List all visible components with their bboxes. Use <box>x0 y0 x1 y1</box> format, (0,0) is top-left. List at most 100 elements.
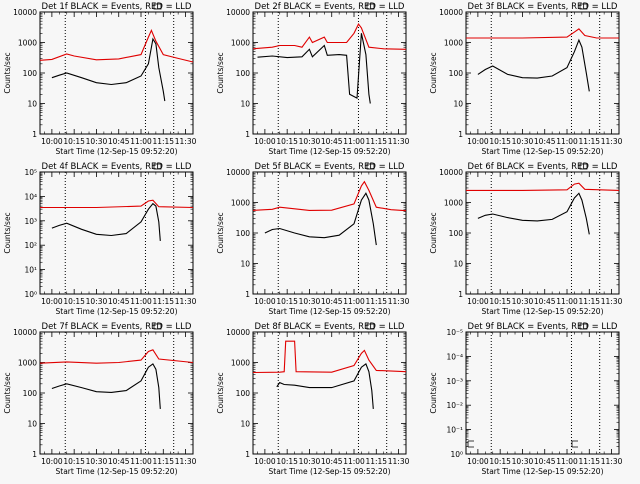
y-tick-label: 1000 <box>231 359 250 368</box>
y-tick-label: 10 <box>27 420 37 429</box>
x-tick-label: 11:15 <box>365 137 387 146</box>
panel-det-1: Det 1f BLACK = Events, RED = LLD Counts/s… <box>3 2 197 156</box>
y-tick-label: 1000 <box>231 199 250 208</box>
plot-frame <box>252 331 407 455</box>
y-tick-label: 100 <box>449 229 464 238</box>
y-tick-label: 10 <box>240 100 250 109</box>
y-tick-label: 100 <box>236 389 251 398</box>
y-tick-label: 10 <box>27 100 37 109</box>
y-tick-label: 100 <box>23 69 38 78</box>
y-tick-label: 10 <box>240 420 250 429</box>
empty-data-marker <box>467 440 474 448</box>
series-line-events <box>477 192 590 235</box>
x-tick-label: 10:15 <box>63 457 85 466</box>
y-axis-label: Counts/sec <box>216 212 225 253</box>
x-tick-label: 10:00 <box>254 457 276 466</box>
empty-data-marker <box>571 440 578 448</box>
y-tick-label: 1 <box>458 290 463 299</box>
plot-frame <box>39 171 194 295</box>
x-tick-label: 11:00 <box>130 137 152 146</box>
x-axis-label: Start Time (12-Sep-15 09:52:20) <box>56 307 178 316</box>
panel-det-9: Det 9f BLACK = Events, RED = LLD Counts/s… <box>429 322 623 476</box>
legend-marker <box>153 323 162 330</box>
x-tick-label: 10:15 <box>489 297 511 306</box>
x-tick-label: 10:15 <box>276 457 298 466</box>
panel-det-6: Det 6f BLACK = Events, RED = LLD Counts/s… <box>429 162 623 316</box>
y-axis-label: Counts/sec <box>3 212 12 253</box>
y-tick-label: 10000 <box>226 168 250 177</box>
series-line-lld <box>252 180 407 212</box>
y-tick-label: 10000 <box>226 328 250 337</box>
x-tick-label: 11:30 <box>601 297 623 306</box>
y-tick-label: 100 <box>236 69 251 78</box>
x-tick-label: 10:30 <box>512 137 534 146</box>
x-axis-label: Start Time (12-Sep-15 09:52:20) <box>269 147 391 156</box>
x-tick-label: 10:30 <box>512 457 534 466</box>
y-tick-label: 1000 <box>231 39 250 48</box>
plot-frame <box>465 11 620 135</box>
x-tick-label: 10:45 <box>108 137 130 146</box>
x-tick-label: 11:30 <box>601 457 623 466</box>
y-tick-label: 1 <box>32 450 37 459</box>
series-line-lld <box>252 23 407 50</box>
legend-marker <box>579 163 588 170</box>
panel-title: Det 6f BLACK = Events, RED = LLD <box>468 162 618 172</box>
x-axis-label: Start Time (12-Sep-15 09:52:20) <box>482 307 604 316</box>
y-tick-label: 1000 <box>444 39 463 48</box>
y-axis-label: Counts/sec <box>429 372 438 413</box>
x-axis-label: Start Time (12-Sep-15 09:52:20) <box>56 147 178 156</box>
series-line-lld <box>466 182 620 191</box>
plot-frame <box>465 331 620 455</box>
y-axis-label: Counts/sec <box>216 52 225 93</box>
y-tick-label: 1000 <box>18 39 37 48</box>
y-tick-label: 10³ <box>24 217 37 226</box>
x-tick-label: 11:00 <box>556 457 578 466</box>
x-tick-label: 10:15 <box>489 137 511 146</box>
y-tick-label: 10⁰ <box>450 450 463 459</box>
y-axis-label: Counts/sec <box>429 212 438 253</box>
x-tick-label: 10:00 <box>467 137 489 146</box>
x-tick-label: 10:30 <box>299 137 321 146</box>
x-tick-label: 10:45 <box>534 297 556 306</box>
y-tick-label: 1 <box>458 130 463 139</box>
x-tick-label: 10:30 <box>86 457 108 466</box>
y-tick-label: 10⁵ <box>24 168 37 177</box>
series-line-events <box>51 37 166 102</box>
x-tick-label: 11:15 <box>365 297 387 306</box>
x-tick-label: 11:00 <box>130 297 152 306</box>
x-tick-label: 10:00 <box>41 137 63 146</box>
y-tick-label: 10 <box>453 100 463 109</box>
panel-det-5: Det 5f BLACK = Events, RED = LLD Counts/s… <box>216 162 410 316</box>
y-tick-label: 10⁻⁵ <box>446 328 463 337</box>
x-tick-label: 11:00 <box>343 137 365 146</box>
panel-det-8: Det 8f BLACK = Events, RED = LLD Counts/s… <box>216 322 410 476</box>
series-line-events <box>264 192 377 246</box>
x-tick-label: 10:00 <box>254 297 276 306</box>
plot-frame <box>39 331 194 455</box>
panel-title: Det 3f BLACK = Events, RED = LLD <box>468 2 618 12</box>
x-tick-label: 11:30 <box>388 457 410 466</box>
y-tick-label: 10000 <box>226 8 250 17</box>
x-tick-label: 10:00 <box>467 457 489 466</box>
x-axis-label: Start Time (12-Sep-15 09:52:20) <box>269 307 391 316</box>
y-tick-label: 1000 <box>18 359 37 368</box>
x-tick-label: 11:30 <box>601 137 623 146</box>
series-line-events <box>51 202 161 241</box>
plot-frame <box>252 11 407 135</box>
panel-title: Det 2f BLACK = Events, RED = LLD <box>255 2 405 12</box>
x-tick-label: 10:00 <box>41 457 63 466</box>
x-tick-label: 11:15 <box>578 297 600 306</box>
legend-marker <box>153 163 162 170</box>
x-tick-label: 10:45 <box>321 457 343 466</box>
x-tick-label: 11:00 <box>556 137 578 146</box>
y-tick-label: 10 <box>453 260 463 269</box>
x-tick-label: 11:15 <box>152 297 174 306</box>
x-tick-label: 10:30 <box>86 137 108 146</box>
x-tick-label: 10:15 <box>489 457 511 466</box>
y-tick-label: 10⁻³ <box>446 377 463 386</box>
panel-title: Det 1f BLACK = Events, RED = LLD <box>42 2 192 12</box>
x-axis-label: Start Time (12-Sep-15 09:52:20) <box>269 467 391 476</box>
y-tick-label: 10⁴ <box>24 192 37 201</box>
y-axis-label: Counts/sec <box>3 372 12 413</box>
